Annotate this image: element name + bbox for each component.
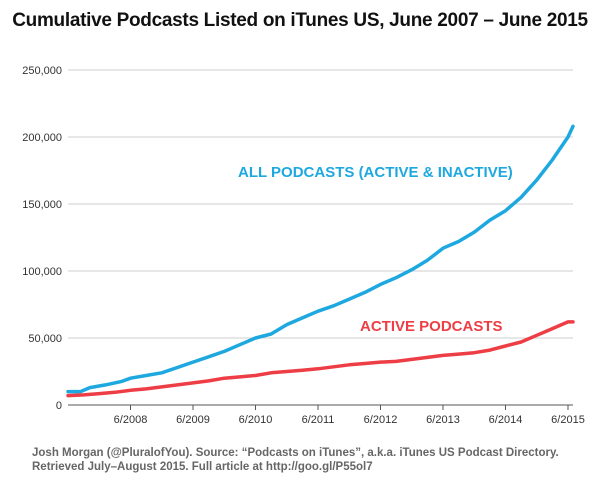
gridlines xyxy=(68,69,573,339)
source-note-line-1: Josh Morgan (@PluralofYou). Source: “Pod… xyxy=(32,447,559,459)
x-tick-label: 6/2010 xyxy=(239,414,273,426)
chart-title: Cumulative Podcasts Listed on iTunes US,… xyxy=(12,10,588,31)
x-tick-label: 6/2012 xyxy=(364,414,398,426)
series-label-all-podcasts: ALL PODCASTS (ACTIVE & INACTIVE) xyxy=(238,164,513,181)
y-tick-label: 100,000 xyxy=(22,266,62,278)
x-tick-label: 6/2009 xyxy=(176,414,210,426)
series-label-active-podcasts: ACTIVE PODCASTS xyxy=(360,318,503,335)
y-tick-labels: 0 50,000 100,000 150,000 200,000 250,000 xyxy=(22,65,62,412)
source-note: Josh Morgan (@PluralofYou). Source: “Pod… xyxy=(32,446,582,474)
series-line-active-podcasts xyxy=(66,320,575,398)
x-tick-labels: 6/2008 6/2009 6/2010 6/2011 6/2012 6/2013 6/20… xyxy=(114,405,585,426)
y-tick-label: 0 xyxy=(56,400,62,412)
source-note-line-2: Retrieved July–August 2015. Full article… xyxy=(32,461,373,473)
y-tick-label: 50,000 xyxy=(28,333,62,345)
x-tick-label: 6/2013 xyxy=(426,414,460,426)
y-tick-label: 250,000 xyxy=(22,65,62,77)
y-tick-label: 150,000 xyxy=(22,199,62,211)
y-tick-label: 200,000 xyxy=(22,132,62,144)
series-lines xyxy=(66,124,575,398)
x-tick-label: 6/2014 xyxy=(489,414,523,426)
x-tick-label: 6/2015 xyxy=(551,414,585,426)
podcast-line-chart: 0 50,000 100,000 150,000 200,000 250,000 6/20… xyxy=(22,65,585,426)
x-tick-label: 6/2011 xyxy=(302,414,335,426)
x-tick-label: 6/2008 xyxy=(114,414,148,426)
series-line-all-podcasts xyxy=(66,124,575,394)
